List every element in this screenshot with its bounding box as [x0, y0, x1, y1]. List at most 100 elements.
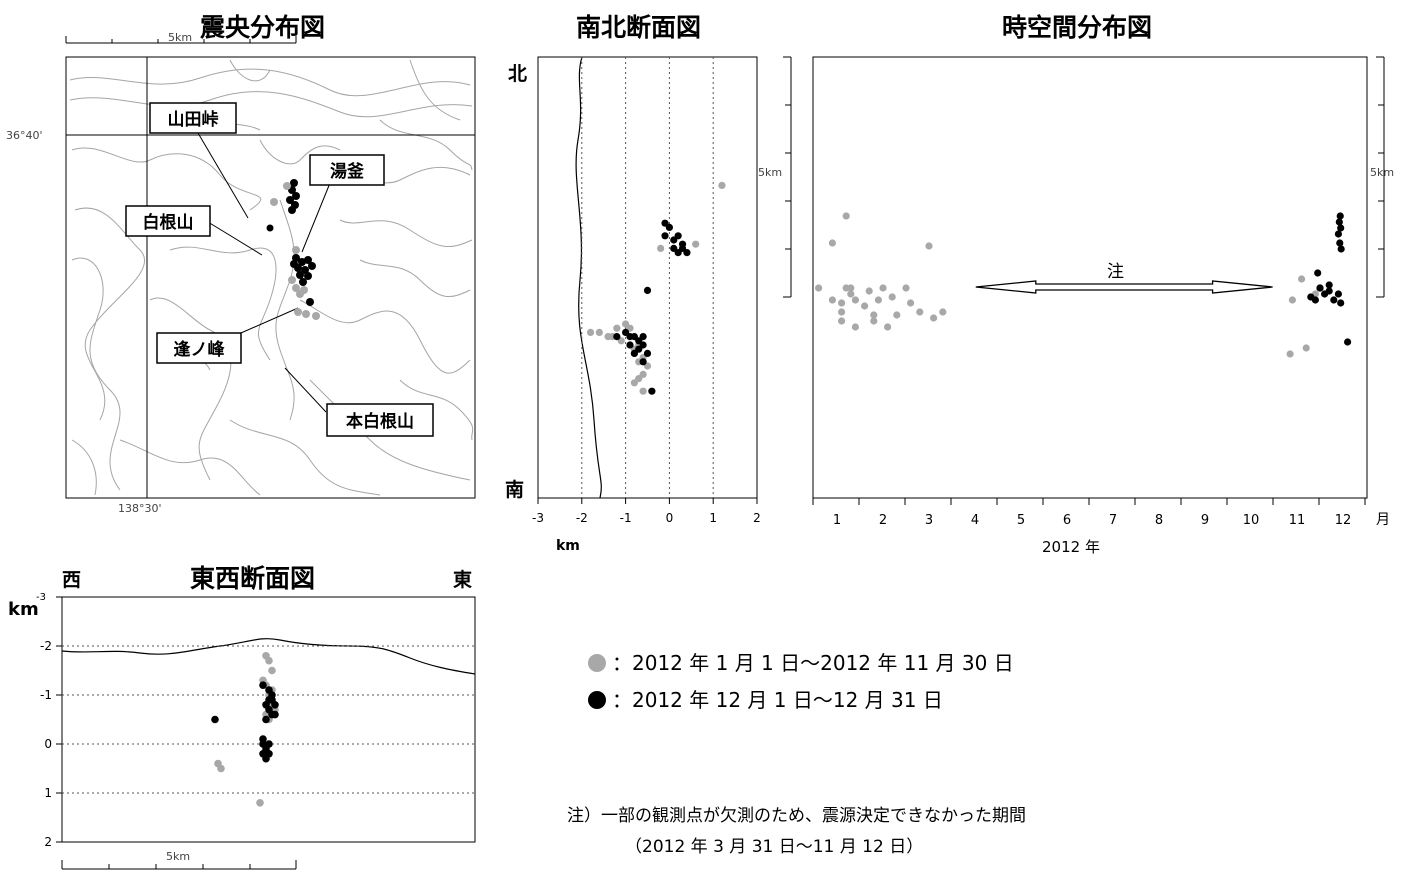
spacetime-data-point — [1344, 338, 1352, 346]
ew-data-points — [211, 652, 279, 807]
svg-text:5km: 5km — [1370, 166, 1394, 179]
spacetime-panel: 時空間分布図 1 2 3 4 5 6 7 8 9 10 11 12 月 2012 年 注 5km — [785, 13, 1394, 556]
spacetime-data-point — [1334, 230, 1342, 238]
place-label-shiranesan: 白根山 — [125, 205, 211, 237]
ns-data-point — [613, 324, 621, 332]
ns-data-point — [674, 232, 682, 240]
ns-data-point — [670, 244, 678, 252]
note-line-2: （2012 年 3 月 31 日～11 月 12 日） — [625, 837, 923, 857]
ns-data-point — [678, 240, 687, 248]
spacetime-data-point — [1298, 275, 1306, 283]
spacetime-data-points — [815, 212, 1352, 358]
spacetime-data-point — [907, 299, 915, 307]
ew-data-point — [262, 715, 270, 724]
spacetime-tick-label: 2 — [879, 513, 887, 528]
ns-data-point — [613, 333, 621, 341]
ns-data-point — [643, 349, 652, 357]
spacetime-data-point — [874, 296, 883, 304]
spacetime-month-unit: 月 — [1376, 512, 1390, 528]
ew-topography-line — [61, 638, 476, 675]
map-scale-label: 5km — [168, 31, 192, 44]
ns-north-label: 北 — [508, 63, 527, 85]
spacetime-data-point — [1288, 296, 1296, 304]
spacetime-data-point — [851, 296, 860, 304]
ew-section-panel: 東西断面図 西 東 km -3 -2 -1 0 1 2 5km — [8, 564, 476, 870]
latitude-label: 36°40' — [6, 129, 43, 142]
place-label-motoshiranesan: 本白根山 — [326, 403, 434, 437]
spacetime-data-point — [1334, 290, 1342, 298]
svg-text:逢ノ峰: 逢ノ峰 — [174, 339, 226, 360]
svg-text:白根山: 白根山 — [143, 212, 194, 233]
spacetime-data-point — [1337, 245, 1345, 253]
svg-text:5km: 5km — [166, 850, 190, 863]
ns-data-point — [626, 341, 634, 349]
place-label-yugama: 湯釜 — [309, 154, 385, 186]
note-block: 注）一部の観測点が欠測のため、震源決定できなかった期間 （2012 年 3 月 … — [567, 806, 1026, 857]
ns-data-point — [657, 244, 665, 252]
legend-gray-dot — [588, 654, 606, 672]
ns-south-label: 南 — [505, 479, 524, 501]
spacetime-tick-label: 6 — [1063, 513, 1071, 528]
place-label-ainomine: 逢ノ峰 — [156, 332, 242, 364]
spacetime-data-point — [1335, 218, 1343, 226]
missing-period-arrow — [975, 280, 1273, 294]
spacetime-tick-label: 3 — [925, 513, 933, 528]
place-label-yamadatoge: 山田峠 — [149, 102, 237, 134]
ns-tick-label: -1 — [620, 511, 632, 525]
ns-tick-label: 2 — [753, 511, 761, 525]
svg-text:5km: 5km — [758, 166, 782, 179]
ns-data-point — [639, 358, 647, 366]
longitude-label: 138°30' — [118, 502, 162, 515]
spacetime-data-point — [879, 284, 887, 292]
spacetime-data-point — [847, 290, 855, 298]
ns-gridlines — [581, 57, 714, 498]
ns-data-point — [683, 249, 691, 257]
ns-data-points — [586, 181, 726, 395]
ew-data-point — [259, 735, 267, 743]
ns-x-axis-label: km — [556, 538, 580, 554]
ew-data-point — [271, 710, 279, 719]
ns-data-point — [586, 328, 595, 336]
spacetime-title: 時空間分布図 — [1002, 13, 1152, 42]
legend-item-period2: ：2012 年 12 月 1 日～12 月 31 日 — [612, 688, 943, 712]
spacetime-data-point — [828, 296, 837, 304]
map-scale-bar: 5km — [65, 31, 297, 44]
ns-data-point — [639, 341, 647, 349]
spacetime-plot-frame — [812, 56, 1368, 499]
spacetime-x-ticks: 1 2 3 4 5 6 7 8 9 10 11 12 — [812, 497, 1367, 528]
spacetime-data-point — [884, 323, 892, 331]
ew-y-ticks: -3 -2 -1 0 1 2 — [36, 592, 62, 849]
spacetime-data-point — [842, 212, 850, 220]
ns-tick-label: 0 — [666, 511, 674, 525]
spacetime-data-point — [1325, 287, 1333, 295]
spacetime-tick-label: 10 — [1243, 513, 1260, 528]
spacetime-data-point — [1314, 269, 1322, 277]
epicenter-map-panel: 震央分布図 5km — [6, 13, 476, 515]
svg-text:湯釜: 湯釜 — [330, 161, 365, 182]
spacetime-tick-label: 11 — [1289, 513, 1306, 528]
spacetime-data-point — [838, 299, 846, 307]
ew-data-point — [265, 656, 273, 665]
ew-tick-label: 2 — [44, 835, 52, 849]
spacetime-data-point — [870, 317, 878, 325]
ns-plot-frame — [537, 56, 758, 499]
spacetime-data-point — [1311, 296, 1319, 304]
ew-tick-label: 0 — [44, 737, 52, 751]
double-arrow — [975, 280, 1273, 294]
ew-data-point — [259, 681, 267, 689]
spacetime-tick-label: 9 — [1201, 513, 1209, 528]
epicenter-map-title: 震央分布図 — [200, 13, 325, 42]
ew-data-point — [262, 754, 270, 763]
spacetime-data-point — [1325, 281, 1333, 289]
legend-item-period1: ：2012 年 1 月 1 日～2012 年 11 月 30 日 — [612, 651, 1014, 675]
epicenter-dots — [266, 179, 320, 320]
spacetime-data-point — [828, 239, 837, 247]
ew-east-label: 東 — [453, 568, 472, 591]
ns-data-point — [661, 219, 669, 227]
ns-data-point — [630, 379, 638, 387]
spacetime-data-point — [1286, 350, 1294, 358]
ns-data-point — [692, 240, 700, 248]
svg-text:本白根山: 本白根山 — [346, 411, 414, 432]
ns-topography-line — [575, 56, 602, 499]
